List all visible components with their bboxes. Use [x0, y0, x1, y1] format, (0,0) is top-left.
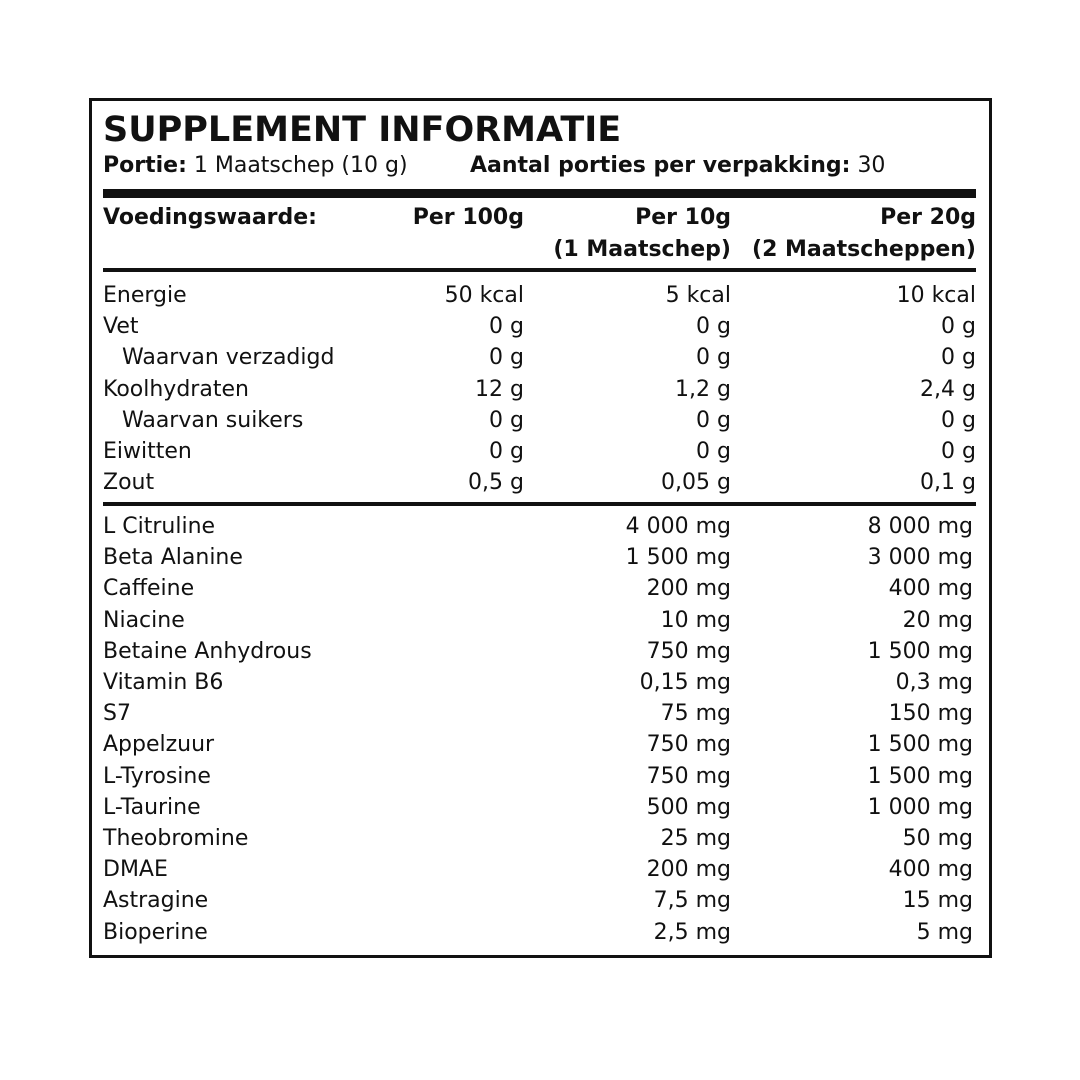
column-header: Per 10g: [635, 205, 731, 230]
cell-value: 50 mg: [902, 826, 973, 851]
cell-value: 1,2 g: [675, 376, 731, 402]
cell-value: 2,4 g: [920, 376, 976, 402]
cell-value: 5 mg: [916, 919, 973, 945]
portion-value: 1 Maatschep (10 g): [193, 153, 408, 178]
cell-value: 0 g: [696, 407, 731, 433]
cell-value: 15 mg: [902, 888, 973, 914]
column-header: (1 Maatschep): [553, 237, 731, 262]
cell-value: 400 mg: [888, 857, 973, 883]
cell-value: 200 mg: [646, 857, 731, 883]
servings-label: Aantal porties per verpakking:: [470, 153, 851, 178]
row-label: Eiwitten: [103, 439, 192, 464]
cell-value: 1 500 mg: [867, 732, 973, 758]
cell-value: 0 g: [489, 407, 524, 433]
header-rule: [103, 268, 976, 272]
row-label: Vet: [103, 314, 139, 340]
cell-value: 1 500 mg: [867, 763, 973, 789]
thick-rule: [103, 189, 976, 198]
cell-value: 0 g: [489, 345, 524, 371]
cell-value: 1 000 mg: [867, 794, 973, 820]
cell-value: 0 g: [941, 345, 976, 371]
cell-value: 10 kcal: [896, 283, 976, 308]
cell-value: 0,1 g: [920, 470, 976, 496]
row-label: Betaine Anhydrous: [103, 638, 312, 664]
row-label: Bioperine: [103, 919, 208, 945]
row-label: Theobromine: [103, 826, 249, 851]
title: SUPPLEMENT INFORMATIE: [103, 110, 622, 150]
cell-value: 500 mg: [646, 794, 731, 820]
cell-value: 20 mg: [902, 607, 973, 633]
row-label: Astragine: [103, 888, 209, 914]
column-header: Per 20g: [880, 205, 976, 230]
row-label: Appelzuur: [103, 732, 215, 758]
portion: Portie: 1 Maatschep (10 g): [103, 151, 408, 181]
row-label: L-Tyrosine: [103, 763, 211, 789]
cell-value: 0 g: [696, 439, 731, 464]
cell-value: 0 g: [696, 345, 731, 371]
row-label: Waarvan verzadigd: [122, 345, 335, 371]
row-label: Zout: [103, 470, 155, 496]
cell-value: 0 g: [489, 314, 524, 340]
cell-value: 75 mg: [660, 701, 731, 727]
column-header: (2 Maatscheppen): [752, 237, 976, 262]
row-label: Vitamin B6: [103, 670, 224, 695]
cell-value: 0 g: [941, 407, 976, 433]
cell-value: 5 kcal: [665, 283, 731, 308]
cell-value: 0 g: [489, 439, 524, 464]
cell-value: 3 000 mg: [867, 545, 973, 571]
cell-value: 0 g: [696, 314, 731, 340]
cell-value: 4 000 mg: [625, 514, 731, 539]
cell-value: 12 g: [475, 376, 524, 402]
row-label: Caffeine: [103, 576, 195, 602]
column-header: Voedingswaarde:: [103, 205, 317, 230]
cell-value: 0,05 g: [661, 470, 731, 496]
cell-value: 0,15 mg: [639, 670, 731, 695]
cell-value: 7,5 mg: [653, 888, 731, 914]
cell-value: 10 mg: [660, 607, 731, 633]
cell-value: 150 mg: [888, 701, 973, 727]
cell-value: 750 mg: [646, 732, 731, 758]
cell-value: 200 mg: [646, 576, 731, 602]
cell-value: 750 mg: [646, 638, 731, 664]
column-header: Per 100g: [412, 205, 524, 230]
row-label: L-Taurine: [103, 794, 201, 820]
cell-value: 1 500 mg: [625, 545, 731, 571]
cell-value: 0,3 mg: [895, 670, 973, 695]
row-label: Beta Alanine: [103, 545, 243, 571]
row-label: Koolhydraten: [103, 376, 249, 402]
row-label: Niacine: [103, 607, 185, 633]
row-label: S7: [103, 701, 131, 727]
row-label: DMAE: [103, 857, 168, 883]
cell-value: 8 000 mg: [867, 514, 973, 539]
servings: Aantal porties per verpakking: 30: [470, 151, 885, 181]
cell-value: 400 mg: [888, 576, 973, 602]
cell-value: 25 mg: [660, 826, 731, 851]
servings-value: 30: [857, 153, 886, 178]
cell-value: 2,5 mg: [653, 919, 731, 945]
cell-value: 1 500 mg: [867, 638, 973, 664]
portion-label: Portie:: [103, 153, 187, 178]
cell-value: 0 g: [941, 439, 976, 464]
row-label: Energie: [103, 283, 187, 308]
row-label: Waarvan suikers: [122, 407, 304, 433]
section-rule: [103, 502, 976, 506]
cell-value: 750 mg: [646, 763, 731, 789]
label-border: [89, 98, 992, 958]
row-label: L Citruline: [103, 514, 216, 539]
cell-value: 0 g: [941, 314, 976, 340]
cell-value: 50 kcal: [444, 283, 524, 308]
cell-value: 0,5 g: [468, 470, 524, 496]
